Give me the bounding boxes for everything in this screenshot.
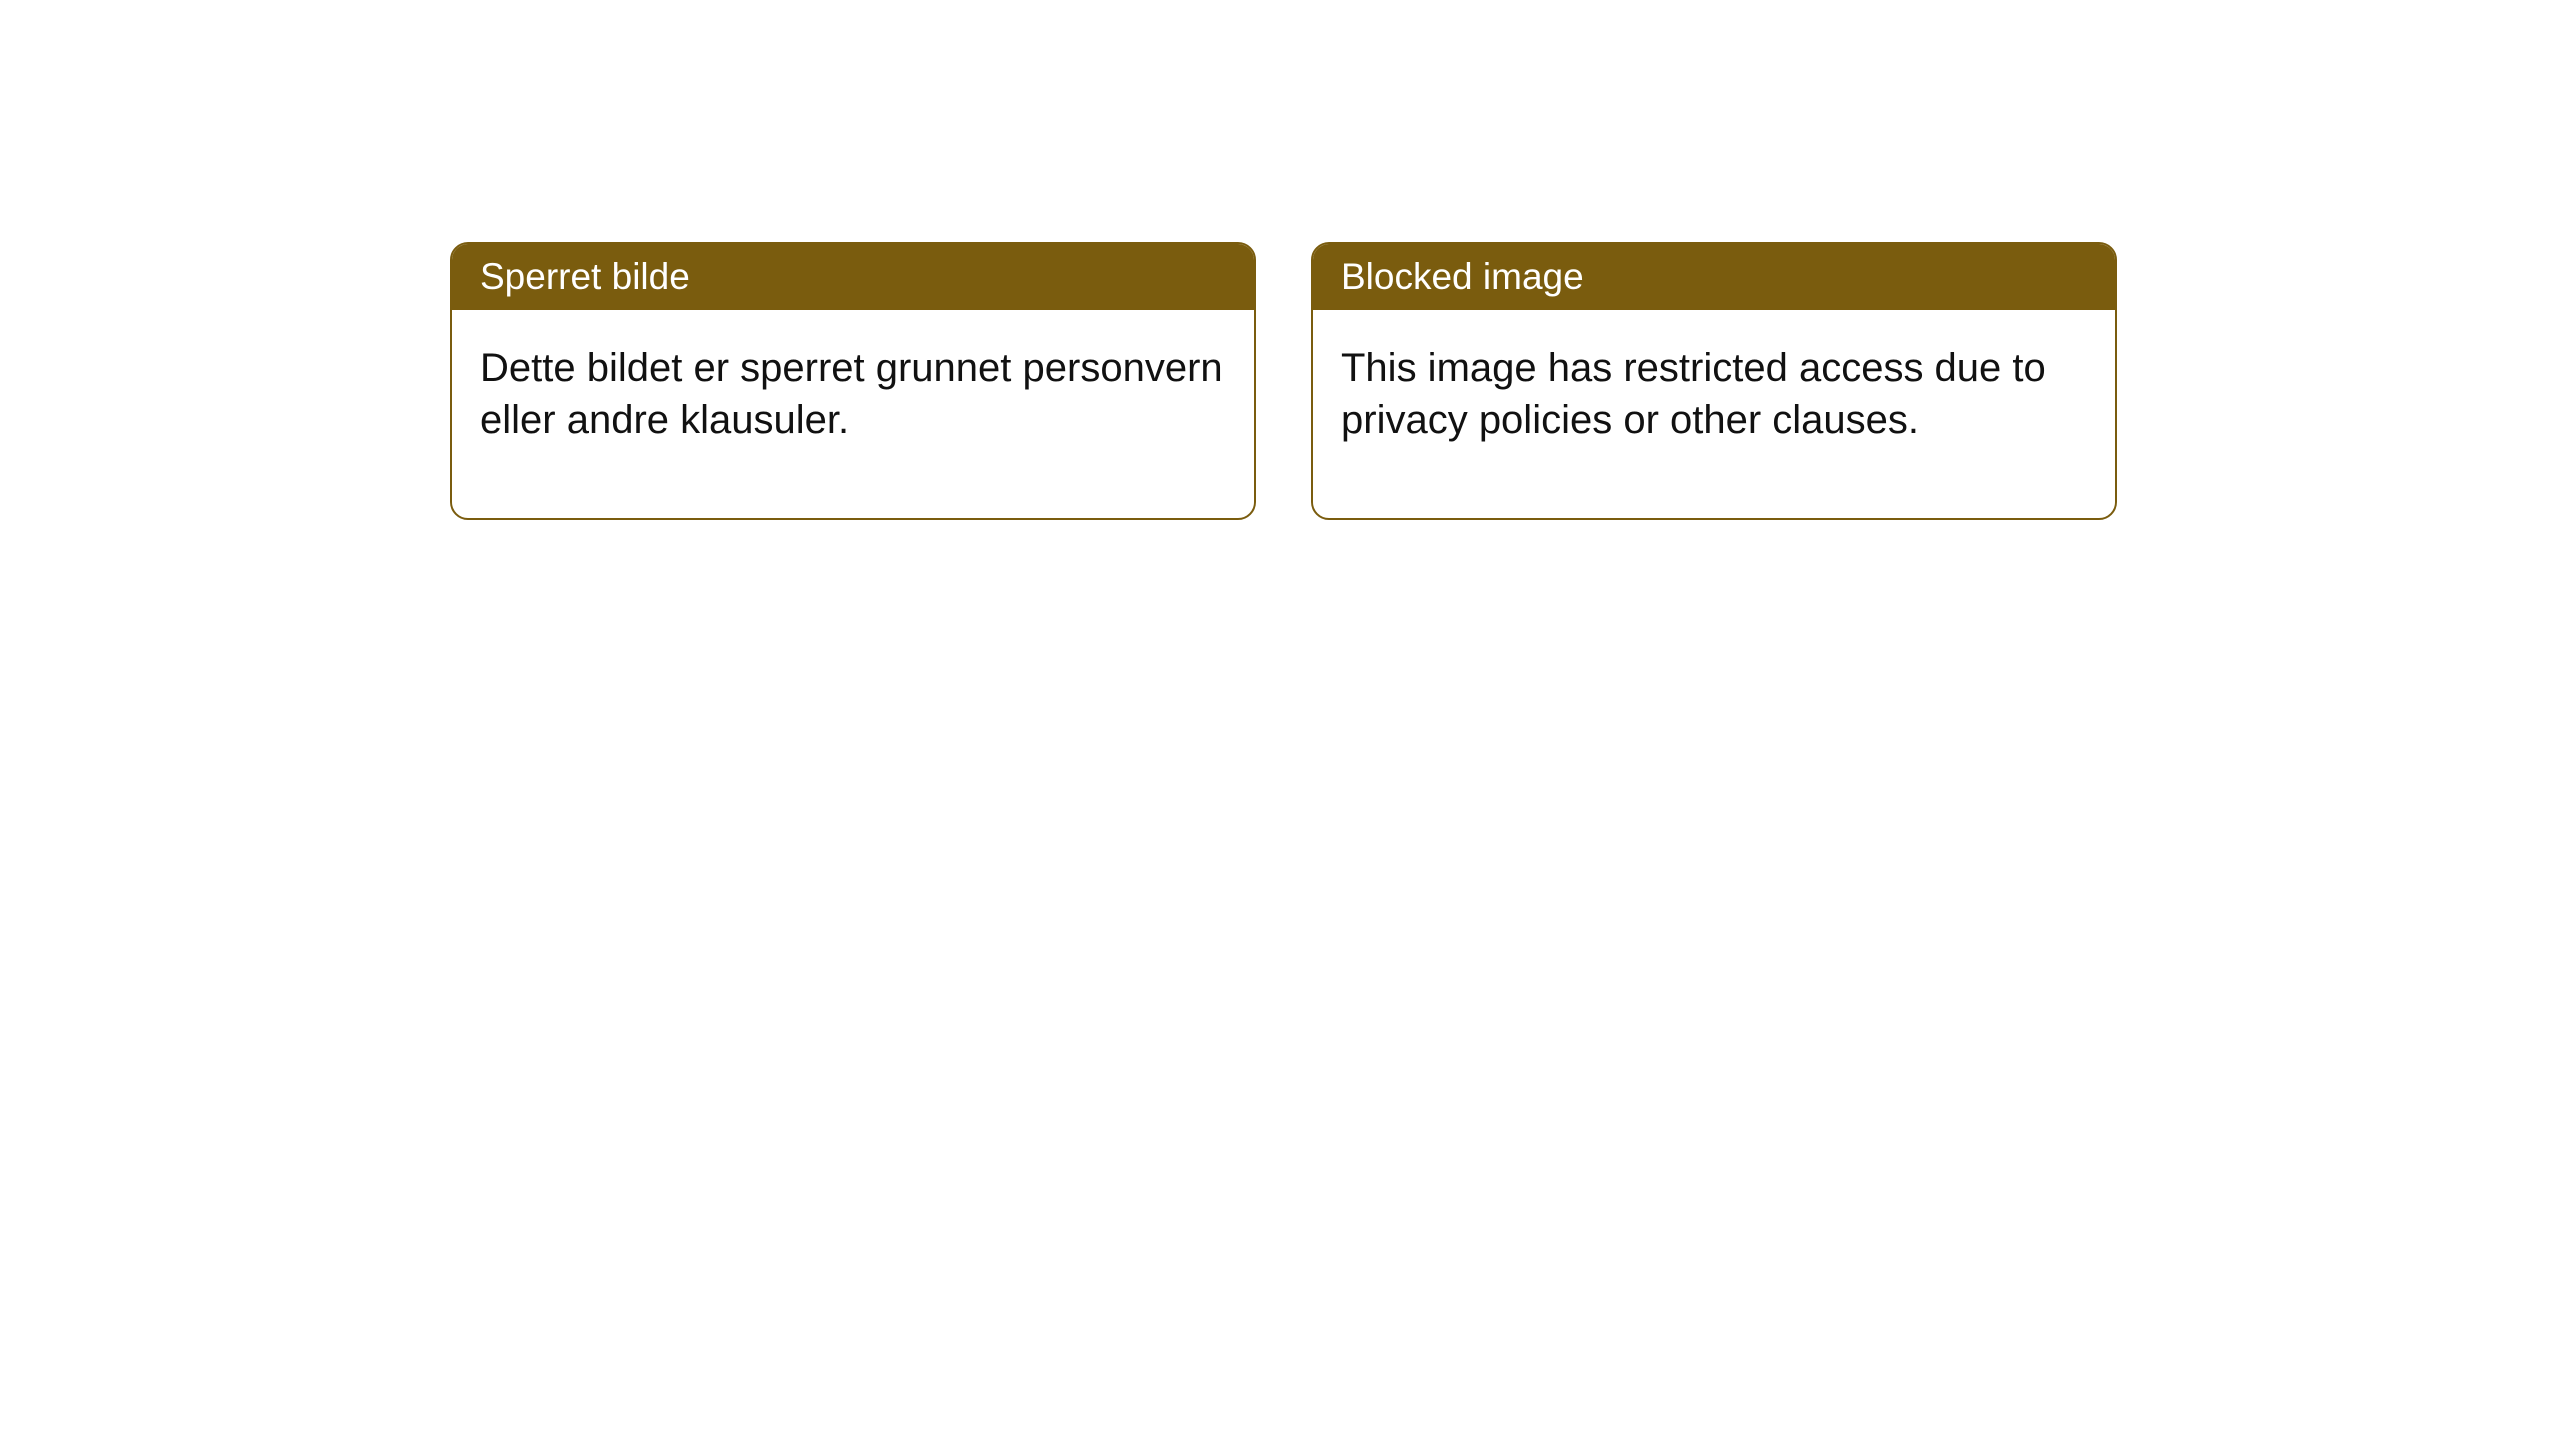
notice-body-english: This image has restricted access due to … xyxy=(1313,310,2115,518)
notice-title-english: Blocked image xyxy=(1313,244,2115,310)
notice-container: Sperret bilde Dette bildet er sperret gr… xyxy=(450,242,2117,520)
notice-title-norwegian: Sperret bilde xyxy=(452,244,1254,310)
notice-card-english: Blocked image This image has restricted … xyxy=(1311,242,2117,520)
notice-card-norwegian: Sperret bilde Dette bildet er sperret gr… xyxy=(450,242,1256,520)
notice-body-norwegian: Dette bildet er sperret grunnet personve… xyxy=(452,310,1254,518)
